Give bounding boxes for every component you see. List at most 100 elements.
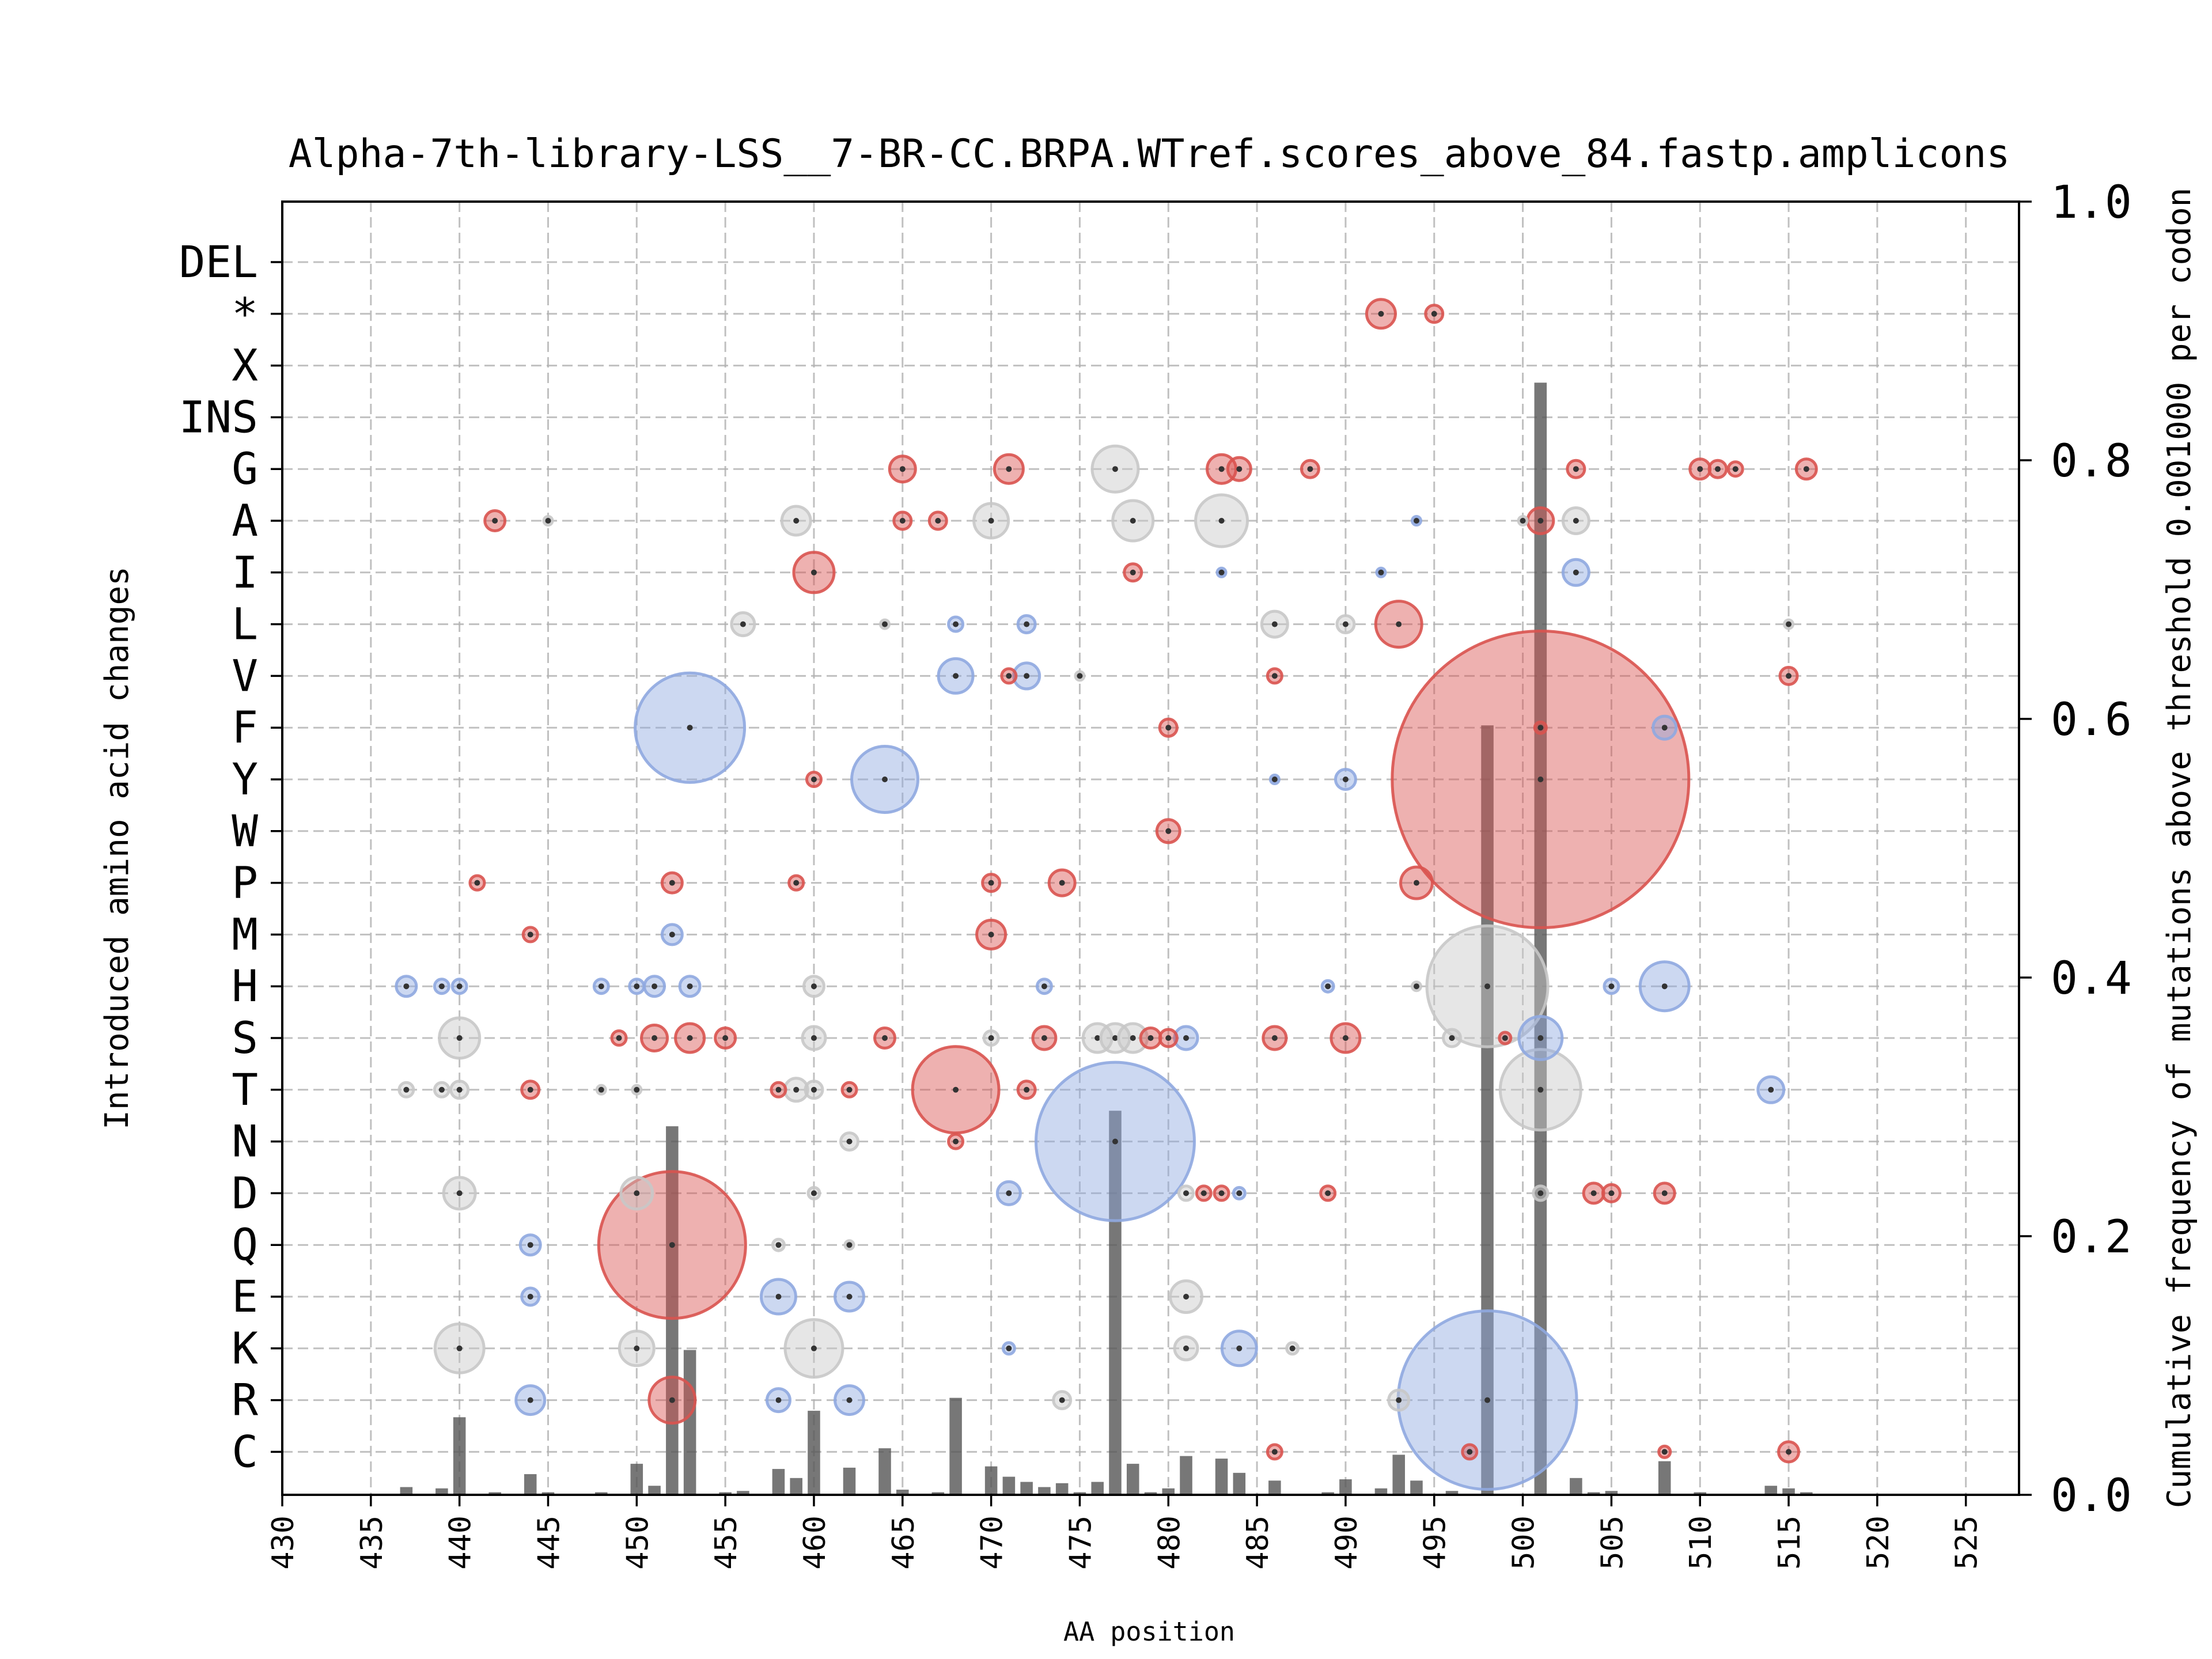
x-tick-label: 460 xyxy=(798,1516,832,1570)
amino-acid-label: Y xyxy=(232,753,258,805)
bubble-center-dot xyxy=(988,1035,994,1041)
frequency-bar xyxy=(1694,1492,1706,1495)
frequency-bar xyxy=(666,1126,679,1495)
amino-acid-label: K xyxy=(232,1323,258,1374)
bubble-center-dot xyxy=(1006,673,1012,679)
x-tick-label: 470 xyxy=(975,1516,1010,1570)
frequency-bar xyxy=(1445,1491,1459,1495)
bubble-center-dot xyxy=(634,1086,640,1093)
bubble-center-dot xyxy=(793,880,800,886)
bubble-center-dot xyxy=(1413,880,1419,886)
bubble-center-dot xyxy=(1342,621,1349,627)
bubble-center-dot xyxy=(1449,1035,1455,1041)
frequency-bar xyxy=(790,1478,802,1495)
bubble-center-dot xyxy=(1165,725,1172,731)
bubble-center-dot xyxy=(1130,569,1136,575)
bubble-center-dot xyxy=(953,621,959,627)
bubble-center-dot xyxy=(1661,1449,1668,1455)
y2-tick-label: 0.8 xyxy=(2051,435,2132,487)
bubble-center-dot xyxy=(456,1190,463,1196)
y-axis-label-left: Introduced amino acid changes xyxy=(99,566,136,1130)
amino-acid-label: P xyxy=(232,857,258,908)
bubble-center-dot xyxy=(1661,725,1668,731)
bubble-center-dot xyxy=(474,880,480,886)
bubble-center-dot xyxy=(882,1035,888,1041)
bubble-center-dot xyxy=(1413,983,1419,990)
x-tick-label: 440 xyxy=(444,1516,478,1570)
bubble-center-dot xyxy=(1218,518,1225,524)
bubble-center-dot xyxy=(953,1138,959,1145)
frequency-bar xyxy=(1339,1479,1352,1495)
bubble-center-dot xyxy=(1325,983,1331,990)
bubble-center-dot xyxy=(527,1397,533,1403)
frequency-bar xyxy=(878,1448,891,1495)
x-tick-label: 520 xyxy=(1861,1516,1896,1570)
bubble-series xyxy=(395,298,1818,1491)
bubble-center-dot xyxy=(1200,1190,1207,1196)
bubble-center-dot xyxy=(899,466,906,472)
bubble-center-dot xyxy=(1537,1035,1544,1041)
chart-title: Alpha-7th-library-LSS__7-BR-CC.BRPA.WTre… xyxy=(289,131,2010,177)
frequency-bar xyxy=(931,1492,945,1495)
frequency-bar xyxy=(524,1474,537,1495)
bubble-center-dot xyxy=(810,569,817,575)
bubble-center-dot xyxy=(775,1086,782,1093)
bubble-center-dot xyxy=(438,983,445,990)
amino-acid-label: A xyxy=(232,495,258,546)
x-tick-label: 465 xyxy=(887,1516,921,1570)
amino-acid-label: L xyxy=(232,599,258,650)
bubble-center-dot xyxy=(1112,466,1118,472)
frequency-bar xyxy=(737,1491,749,1495)
frequency-bar xyxy=(595,1492,608,1495)
frequency-bar xyxy=(1782,1488,1795,1495)
frequency-bar xyxy=(1126,1464,1139,1495)
bubble-center-dot xyxy=(1342,1035,1349,1041)
bubble-center-dot xyxy=(1786,621,1792,627)
bubble-center-dot xyxy=(669,1397,675,1403)
y2-tick-label: 0.6 xyxy=(2051,694,2132,746)
bubble-center-dot xyxy=(1573,466,1579,472)
bubble-center-dot xyxy=(492,518,498,524)
frequency-bar xyxy=(1091,1482,1104,1495)
frequency-bar xyxy=(1020,1482,1033,1495)
frequency-bar xyxy=(1534,382,1547,1495)
frequency-bar xyxy=(1800,1492,1813,1495)
x-tick-label: 455 xyxy=(709,1516,744,1570)
x-tick-label: 510 xyxy=(1684,1516,1718,1570)
bubble-center-dot xyxy=(1537,777,1544,782)
bubble-center-dot xyxy=(1006,466,1012,472)
bubble-center-dot xyxy=(953,1086,959,1093)
frequency-bar xyxy=(808,1411,820,1495)
bubble-center-dot xyxy=(1467,1449,1473,1455)
bubble-center-dot xyxy=(527,931,533,938)
bubble-center-dot xyxy=(1183,1345,1190,1351)
bubble-center-dot xyxy=(1183,1294,1190,1300)
bubble-center-dot xyxy=(1768,1086,1774,1093)
bubble-center-dot xyxy=(1431,310,1437,317)
frequency-bar xyxy=(1374,1488,1388,1495)
bubble-center-dot xyxy=(634,983,640,990)
bubble-center-dot xyxy=(669,931,675,938)
bubble-center-dot xyxy=(1006,1345,1012,1351)
bubble-center-dot xyxy=(722,1035,729,1041)
bubble-center-dot xyxy=(403,1086,410,1093)
frequency-bar xyxy=(1268,1480,1281,1495)
bubble-center-dot xyxy=(1130,518,1136,524)
bubble-center-dot xyxy=(846,1138,853,1145)
bar-series xyxy=(400,382,1813,1495)
y2-tick-label: 0.0 xyxy=(2051,1470,2132,1522)
bubble-center-dot xyxy=(456,1345,463,1351)
bubble-center-dot xyxy=(935,518,941,524)
bubble-center-dot xyxy=(652,1035,658,1041)
frequency-bar xyxy=(772,1469,785,1495)
y2-tick-label: 0.4 xyxy=(2051,953,2132,1005)
bubble-center-dot xyxy=(456,1086,463,1093)
bubble-center-dot xyxy=(1041,1035,1047,1041)
bubble-center-dot xyxy=(1573,518,1579,524)
bubble-center-dot xyxy=(1413,518,1419,524)
bubble-center-dot xyxy=(846,1242,853,1248)
bubble-center-dot xyxy=(1271,1035,1278,1041)
bubble-center-dot xyxy=(1786,673,1792,679)
frequency-bar xyxy=(843,1467,856,1495)
